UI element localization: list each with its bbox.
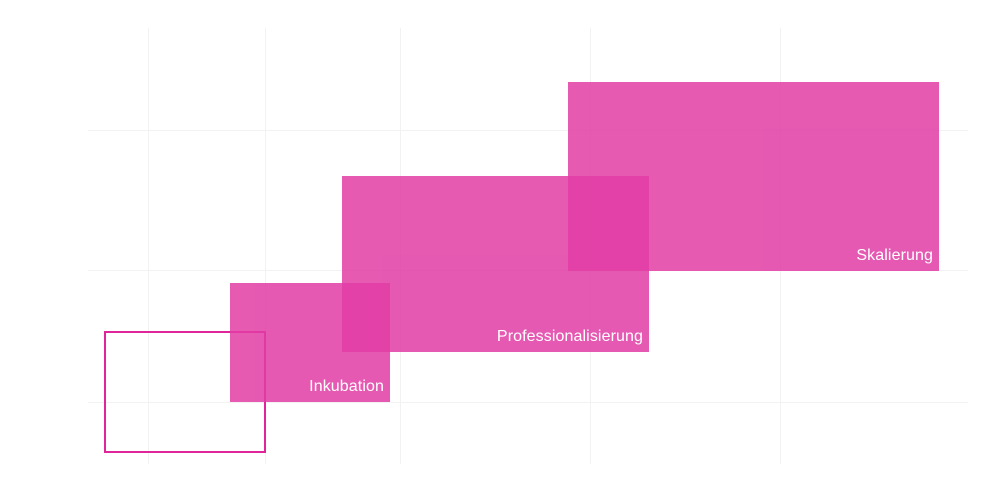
- phase-block-skalierung: Skalierung: [568, 82, 939, 271]
- grid-line-vertical: [265, 28, 266, 464]
- phase-label-professionalisierung: Professionalisierung: [496, 328, 643, 345]
- phase-label-inkubation: Inkubation: [309, 378, 384, 395]
- grid-line-horizontal: [88, 402, 968, 403]
- grid-line-horizontal: [88, 130, 968, 131]
- grid-line-vertical: [148, 28, 149, 464]
- phase-label-skalierung: Skalierung: [856, 247, 933, 264]
